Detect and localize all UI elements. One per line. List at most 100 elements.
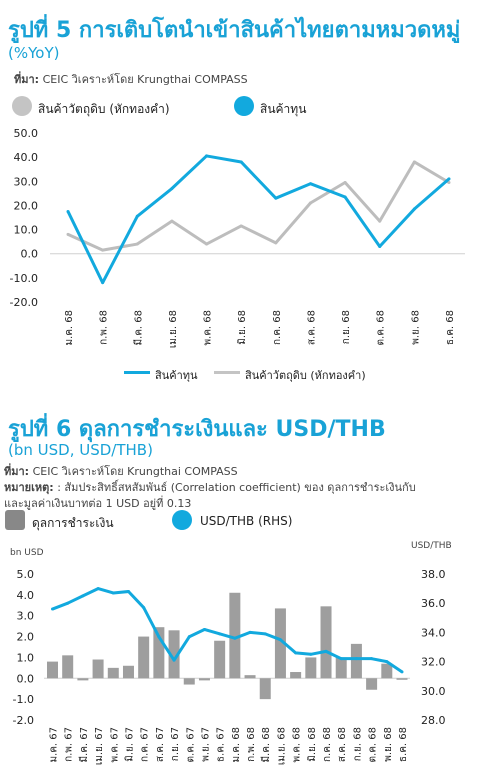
- capital-goods-point: [205, 154, 209, 158]
- usdthb-point: [263, 632, 267, 636]
- chart1-xtick-label: ธ.ค. 68: [445, 310, 456, 345]
- usdthb-point: [51, 607, 54, 611]
- chart2-left-tick-label: 3.0: [17, 610, 35, 623]
- bop-bar: [350, 643, 362, 679]
- usdthb-point: [309, 652, 313, 656]
- chart2-source-text: CEIC วิเคราะห์โดย Krungthai COMPASS: [32, 465, 238, 478]
- chart1-xtick-label: ก.ย. 68: [341, 310, 352, 344]
- bop-bar: [320, 606, 332, 679]
- bop-bar: [107, 667, 119, 679]
- chart2-xtick-label: มิ.ย. 68: [307, 727, 318, 762]
- raw-material-point: [170, 219, 174, 223]
- bop-bar: [77, 678, 89, 681]
- bop-bar: [122, 665, 134, 679]
- chart1-ytick-label: 30.0: [14, 175, 39, 188]
- bop-bar: [214, 640, 226, 679]
- capital-goods-point: [101, 281, 105, 285]
- chart1-source-label: ที่มา:: [14, 73, 40, 86]
- legend-bop-label: ดุลการชำระเงิน: [32, 516, 114, 530]
- usdthb-point: [339, 657, 343, 661]
- chart1-xtick-label: มิ.ย. 68: [237, 310, 248, 345]
- legend-usdthb-label: USD/THB (RHS): [200, 514, 293, 528]
- chart2-left-tick-label: 5.0: [17, 568, 35, 581]
- capital-goods-point: [239, 160, 243, 164]
- chart2-title: รูปที่ 6 ดุลการชำระเงินและ USD/THB: [8, 417, 386, 442]
- chart2-xtick-label: พ.ย. 68: [383, 727, 394, 762]
- chart1-xtick-label: ม.ค. 68: [64, 310, 75, 346]
- chart1-xtick-label: เม.ย. 68: [168, 310, 179, 348]
- chart2-xtick-label: พ.ย. 67: [200, 727, 211, 762]
- chart2-left-tick-label: 1.0: [17, 651, 35, 664]
- usdthb-point: [111, 591, 115, 595]
- chart1-xtick-label: พ.ค. 68: [203, 310, 214, 346]
- usdthb-point: [248, 630, 252, 634]
- chart2-xtick-label: มี.ค. 68: [260, 727, 272, 763]
- usdthb-point: [81, 594, 85, 598]
- capital-goods-point: [378, 244, 382, 248]
- legend-usdthb-marker: [172, 510, 192, 530]
- legend-bottom-capital-line: [124, 371, 150, 374]
- usdthb-line: [51, 587, 403, 674]
- usdthb-point: [385, 660, 389, 664]
- chart1-xtick-label: ส.ค. 68: [306, 310, 317, 345]
- legend-bottom-material-line: [214, 371, 240, 374]
- chart2-note-line2: และมูลค่าเงินบาทต่อ 1 USD อยู่ที่ 0.13: [4, 497, 192, 510]
- chart2-left-tick-label: -2.0: [13, 714, 34, 727]
- chart1-source-text: CEIC วิเคราะห์โดย Krungthai COMPASS: [42, 73, 248, 86]
- bop-bar: [138, 636, 150, 679]
- raw-material-point: [412, 160, 416, 164]
- legend-bottom-material-label: สินค้าวัตถุดิบ (หักทองคำ): [245, 369, 366, 382]
- capital-goods-point: [343, 195, 347, 199]
- chart1-ytick-label: 40.0: [14, 151, 39, 164]
- usdthb-point: [66, 601, 70, 605]
- chart2-xtick-label: ม.ค. 68: [231, 727, 242, 763]
- chart1-ytick-label: -20.0: [10, 296, 38, 309]
- usdthb-point: [370, 657, 374, 661]
- capital-goods-point: [170, 187, 174, 191]
- bop-bar: [229, 592, 241, 679]
- chart2-right-unit: USD/THB: [411, 541, 452, 551]
- chart1-title: รูปที่ 5 การเติบโตนำเข้าสินค้าไทยตามหมวด…: [8, 18, 461, 43]
- chart1-xtick-label: มี.ค. 68: [132, 310, 144, 346]
- chart1-xtick-label: ต.ค. 68: [376, 310, 387, 345]
- usdthb-point: [354, 657, 358, 661]
- bop-bar: [396, 678, 408, 680]
- chart2-xtick-label: ต.ค. 67: [185, 727, 196, 762]
- usdthb-point: [126, 590, 130, 594]
- usdthb-point: [202, 627, 206, 631]
- chart2-xtick-label: มิ.ย. 67: [124, 727, 135, 762]
- bop-bar: [274, 608, 286, 679]
- chart1-xtick-label: พ.ย. 68: [410, 310, 421, 345]
- chart2-xtick-label: ม.ค. 67: [49, 727, 60, 763]
- chart2-right-tick-label: 32.0: [421, 656, 446, 669]
- chart1-plot: 50.0 40.0 30.0 20.0 10.0 0.0 -10.0 -20.0 ม.ค. 68…: [10, 127, 465, 348]
- chart2-xtick-label: ก.ย. 68: [352, 727, 363, 761]
- usdthb-point: [187, 635, 191, 639]
- chart1-ytick-label: 0.0: [21, 248, 39, 261]
- raw-material-point: [378, 219, 382, 223]
- chart2-right-tick-label: 28.0: [421, 714, 446, 727]
- legend-material-label: สินค้าวัตถุดิบ (หักทองคำ): [38, 102, 170, 116]
- usdthb-point: [96, 587, 100, 591]
- capital-goods-point: [135, 214, 139, 218]
- chart2-right-tick-label: 38.0: [421, 568, 446, 581]
- capital-goods-point: [274, 196, 278, 200]
- raw-material-point: [274, 241, 278, 245]
- raw-material-line: [67, 160, 450, 252]
- chart2-xtick-label: ธ.ค. 67: [216, 727, 227, 762]
- usdthb-point: [324, 649, 328, 653]
- raw-material-point: [239, 224, 243, 228]
- chart2-left-tick-label: -1.0: [13, 693, 34, 706]
- raw-material-point: [205, 242, 209, 246]
- chart2-xtick-label: ก.พ. 67: [64, 727, 75, 762]
- chart2-source: ที่มา: CEIC วิเคราะห์โดย Krungthai COMPA…: [4, 462, 238, 480]
- chart2-plot: 5.0 4.0 3.0 2.0 1.0 0.0 -1.0 -2.0 38.0 36.0 34.0 32…: [13, 568, 446, 765]
- usdthb-point: [400, 670, 404, 674]
- chart2-left-tick-label: 2.0: [17, 631, 35, 644]
- usdthb-point: [157, 635, 161, 639]
- chart2-right-tick-label: 36.0: [421, 597, 446, 610]
- chart2-left-unit: bn USD: [10, 548, 44, 558]
- raw-material-point: [66, 232, 70, 236]
- chart1-xtick-label: ก.พ. 68: [99, 310, 110, 345]
- chart2-left-tick-label: 4.0: [17, 589, 35, 602]
